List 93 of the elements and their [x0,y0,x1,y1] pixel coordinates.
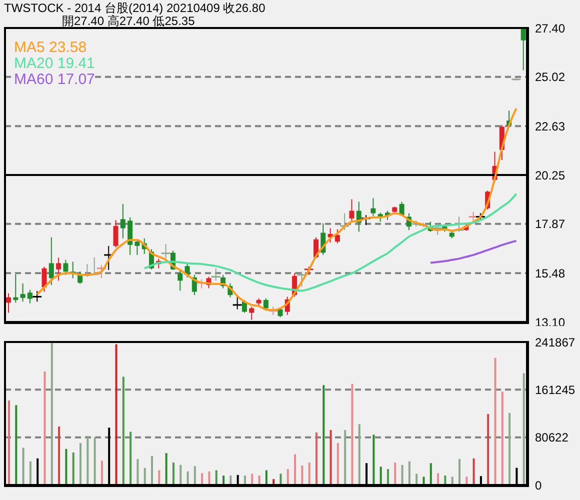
candlestick [20,282,26,302]
candlestick [334,228,340,244]
bar [215,470,218,485]
bar [44,371,46,485]
bar [286,469,289,485]
bar [86,436,89,485]
bar [8,400,10,485]
candlestick [249,306,254,320]
candlestick [178,270,183,292]
bar [136,458,139,485]
candlestick [263,298,268,312]
candlestick [113,220,118,248]
y-tick-label: 25.02 [535,70,566,84]
bar [344,430,346,485]
chart-title: TWSTOCK - 2014 台股(2014) 20210409 收26.80 [4,1,266,15]
bar [144,468,146,485]
bar [29,461,32,485]
y-tick-label: 80622 [535,430,569,445]
bar [494,358,496,485]
bar [380,466,382,485]
bar [58,426,60,485]
candlestick [349,198,354,222]
bar [22,448,24,485]
bar [522,373,525,485]
bar [151,456,154,485]
candlestick [134,238,140,256]
line-series [36,107,518,312]
candlestick [48,236,54,286]
bar [394,462,396,485]
candlestick [63,259,68,276]
text: MA20 19.41 [14,55,95,72]
bar [80,443,82,485]
y-tick-label: 161245 [535,382,576,397]
bar [72,452,74,485]
bar [172,462,174,485]
candlestick [42,266,47,292]
y-tick-label: 0 [535,478,542,492]
bar [315,432,318,485]
bar [301,465,304,485]
bar [130,432,132,485]
candlestick [120,203,126,239]
bar [401,464,404,485]
bar [451,476,454,485]
candlestick [27,289,32,304]
bar [265,470,268,485]
bar [122,376,124,485]
bar [430,463,432,485]
bar [208,471,210,485]
bar [472,458,475,485]
chart-subtitle: 開27.40 高27.40 低25.35 [61,14,196,28]
bar [372,434,375,485]
candlestick [370,198,376,216]
y-tick-label: 22.63 [535,119,566,134]
bar [94,438,96,485]
bar [194,466,196,485]
bar [294,454,296,485]
bar [508,412,511,485]
y-tick-label: 17.87 [535,217,566,232]
y-tick-label: 13.10 [535,315,566,330]
bar [50,343,53,485]
y-tick-label: 20.25 [535,168,566,182]
text: MA60 17.07 [14,71,95,88]
bar [358,424,360,485]
bar [322,385,325,485]
candlestick [6,292,11,314]
bar [422,476,425,485]
bar [201,473,204,485]
bar [165,453,168,485]
bar [65,448,68,485]
bar [115,344,118,485]
bar [186,471,189,485]
bar [180,464,182,485]
bar [487,414,490,485]
bar [158,470,160,485]
bar [336,443,339,485]
bar [458,458,460,485]
y-tick-label: 27.40 [535,21,566,36]
text: MA5 23.58 [14,39,87,56]
bar [437,473,440,485]
y-tick-label: 241867 [535,335,576,350]
candlestick [520,28,526,71]
bar [466,476,468,485]
bar [501,392,504,485]
candlestick [13,274,18,304]
y-tick-label: 15.48 [535,266,566,280]
bar [351,384,354,485]
line-series [429,240,518,264]
bar [308,462,310,485]
bar [330,430,332,485]
bar [408,461,410,485]
candlestick [56,257,62,282]
bar [100,460,103,485]
bar [386,469,389,485]
